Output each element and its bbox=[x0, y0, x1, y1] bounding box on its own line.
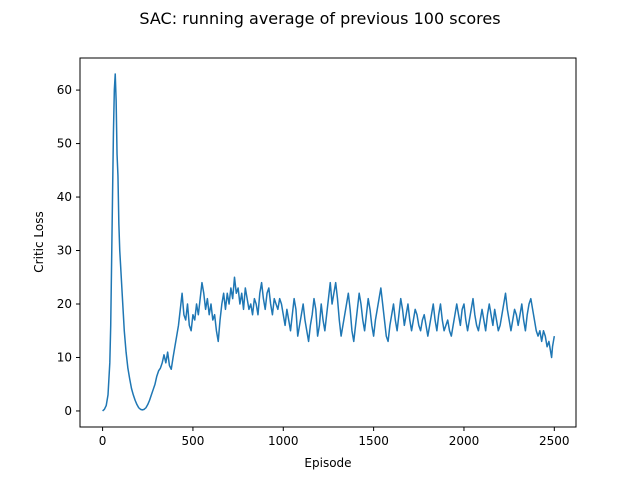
x-tick-label: 1500 bbox=[358, 434, 389, 448]
chart-title: SAC: running average of previous 100 sco… bbox=[139, 9, 500, 28]
x-axis-label: Episode bbox=[304, 456, 351, 470]
y-tick-label: 60 bbox=[57, 83, 72, 97]
x-tick-label: 0 bbox=[99, 434, 107, 448]
y-tick-label: 50 bbox=[57, 137, 72, 151]
x-tick-label: 2000 bbox=[449, 434, 480, 448]
x-tick-label: 2500 bbox=[539, 434, 570, 448]
y-tick-label: 10 bbox=[57, 350, 72, 364]
y-tick-label: 30 bbox=[57, 244, 72, 258]
y-tick-label: 40 bbox=[57, 190, 72, 204]
x-tick-label: 1000 bbox=[268, 434, 299, 448]
y-axis-label: Critic Loss bbox=[32, 211, 46, 272]
y-tick-label: 20 bbox=[57, 297, 72, 311]
x-axis-ticks: 0 500 1000 1500 2000 2500 bbox=[99, 427, 570, 448]
plot-area: 0 500 1000 1500 2000 2500 0 10 20 30 40 50 60 bbox=[57, 57, 577, 448]
axes-frame bbox=[79, 57, 577, 428]
series-line bbox=[102, 73, 556, 412]
y-tick-label: 0 bbox=[64, 404, 72, 418]
x-tick-label: 500 bbox=[181, 434, 204, 448]
y-axis-ticks: 0 10 20 30 40 50 60 bbox=[57, 83, 80, 418]
